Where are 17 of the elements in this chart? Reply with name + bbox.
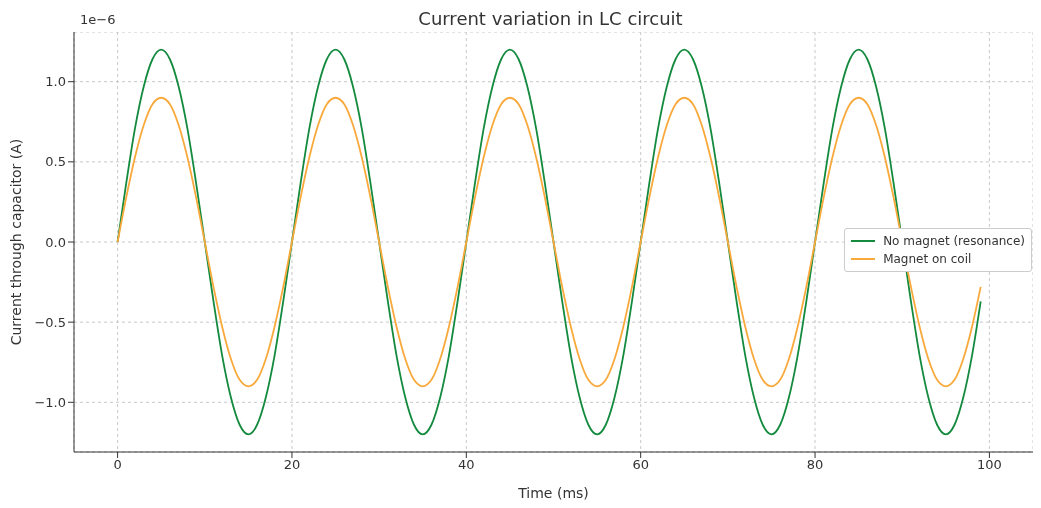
y-tick-label: 0.0 [45, 234, 66, 250]
y-tick-label: 1.0 [45, 74, 66, 90]
legend-label: No magnet (resonance) [883, 234, 1025, 248]
x-tick-label: 40 [458, 457, 475, 473]
x-tick-label: 100 [977, 457, 1002, 473]
x-tick-label: 20 [283, 457, 301, 473]
text: 1e−6 [80, 12, 116, 27]
x-tick-label: 0 [113, 457, 122, 473]
chart-title: Current variation in LC circuit [418, 8, 683, 29]
legend-label: Magnet on coil [883, 252, 972, 266]
x-axis-title: Time (ms) [517, 485, 589, 501]
y-axis-title: Current through capacitor (A) [7, 138, 24, 346]
y-tick-label: 0.5 [45, 154, 66, 170]
y-tick-label: −1.0 [34, 394, 66, 410]
x-tick-label: 60 [632, 457, 649, 473]
x-tick-label: 80 [806, 457, 824, 473]
y-tick-label: −0.5 [34, 314, 66, 330]
